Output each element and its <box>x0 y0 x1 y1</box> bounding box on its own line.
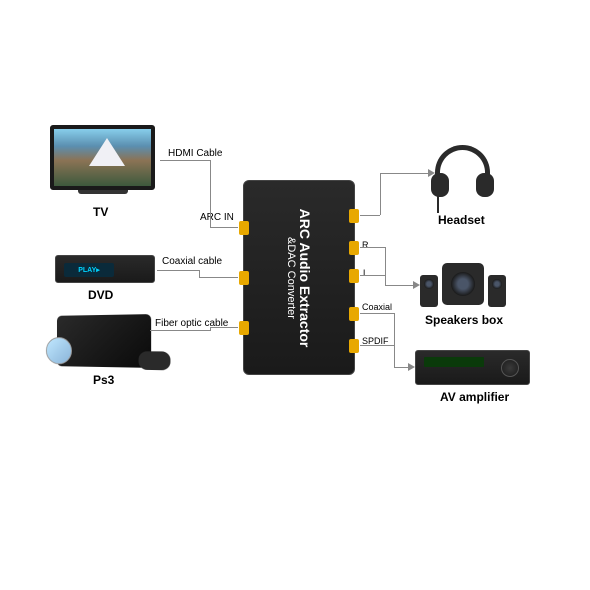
amp-knob <box>501 359 519 377</box>
line-l <box>360 275 385 276</box>
device-dvd: PLAY▸ <box>55 255 155 283</box>
line-hs-3 <box>380 173 428 174</box>
dvd-body: PLAY▸ <box>55 255 155 283</box>
line-tv-2 <box>210 160 211 227</box>
dvd-play-text: PLAY▸ <box>78 266 100 274</box>
amp-body <box>415 350 530 385</box>
speaker-sub <box>442 263 484 305</box>
ps3-controller <box>139 351 171 370</box>
tv-screen <box>50 125 155 190</box>
label-ps3: Ps3 <box>93 373 114 387</box>
port-label-r: R <box>362 240 369 250</box>
device-amplifier <box>415 350 530 385</box>
line-speakers <box>385 285 413 286</box>
device-headset <box>435 145 490 180</box>
port-coax-in <box>239 271 249 285</box>
line-spdif <box>360 345 394 346</box>
ps3-disc <box>46 337 72 364</box>
headset-cup-right <box>476 173 494 197</box>
line-amp <box>394 367 409 368</box>
tv-image-mountain <box>89 138 125 166</box>
port-label-arcin: ARC IN <box>200 212 234 223</box>
line-hs-1 <box>360 215 380 216</box>
port-label-coax: Coaxial <box>362 302 392 312</box>
line-coax <box>360 313 394 314</box>
speaker-right <box>488 275 506 307</box>
port-r-out <box>349 241 359 255</box>
label-amp: AV amplifier <box>440 390 509 404</box>
converter-box: ARC Audio Extractor &DAC Converter <box>243 180 355 375</box>
line-dvd-2 <box>199 270 200 277</box>
ps3-body <box>57 314 151 368</box>
port-optical-in <box>239 321 249 335</box>
device-ps3 <box>55 315 150 367</box>
port-coax-out <box>349 307 359 321</box>
device-tv <box>50 125 155 194</box>
cable-label-hdmi: HDMI Cable <box>168 148 222 159</box>
line-r <box>360 247 385 248</box>
port-arc-in <box>239 221 249 235</box>
connection-diagram: TV PLAY▸ DVD Ps3 ARC Audio Extractor &DA… <box>0 0 590 590</box>
label-tv: TV <box>93 205 108 219</box>
arrow-amp <box>408 363 415 371</box>
port-l-out <box>349 269 359 283</box>
headset-wire <box>437 195 439 213</box>
speaker-left <box>420 275 438 307</box>
port-label-l: L <box>363 268 368 278</box>
line-amp-join <box>394 313 395 367</box>
label-headset: Headset <box>438 213 485 227</box>
line-tv-3 <box>210 227 238 228</box>
arrow-headset <box>428 169 435 177</box>
cable-label-coax: Coaxial cable <box>162 256 222 267</box>
line-tv-1 <box>160 160 210 161</box>
line-dvd-1 <box>157 270 199 271</box>
line-dvd-3 <box>199 277 238 278</box>
tv-stand <box>78 190 128 194</box>
converter-subtitle: &DAC Converter <box>285 208 297 347</box>
dvd-display: PLAY▸ <box>64 263 114 277</box>
line-hs-2 <box>380 173 381 215</box>
line-rl-join <box>385 247 386 285</box>
port-spdif-out <box>349 339 359 353</box>
line-ps3-1 <box>150 330 210 331</box>
converter-title: ARC Audio Extractor <box>297 208 313 347</box>
label-dvd: DVD <box>88 288 113 302</box>
amp-display <box>424 357 484 367</box>
label-speakers: Speakers box <box>425 313 503 327</box>
port-headset-out <box>349 209 359 223</box>
arrow-speakers <box>413 281 420 289</box>
converter-text: ARC Audio Extractor &DAC Converter <box>285 208 313 347</box>
line-ps3-3 <box>210 327 238 328</box>
